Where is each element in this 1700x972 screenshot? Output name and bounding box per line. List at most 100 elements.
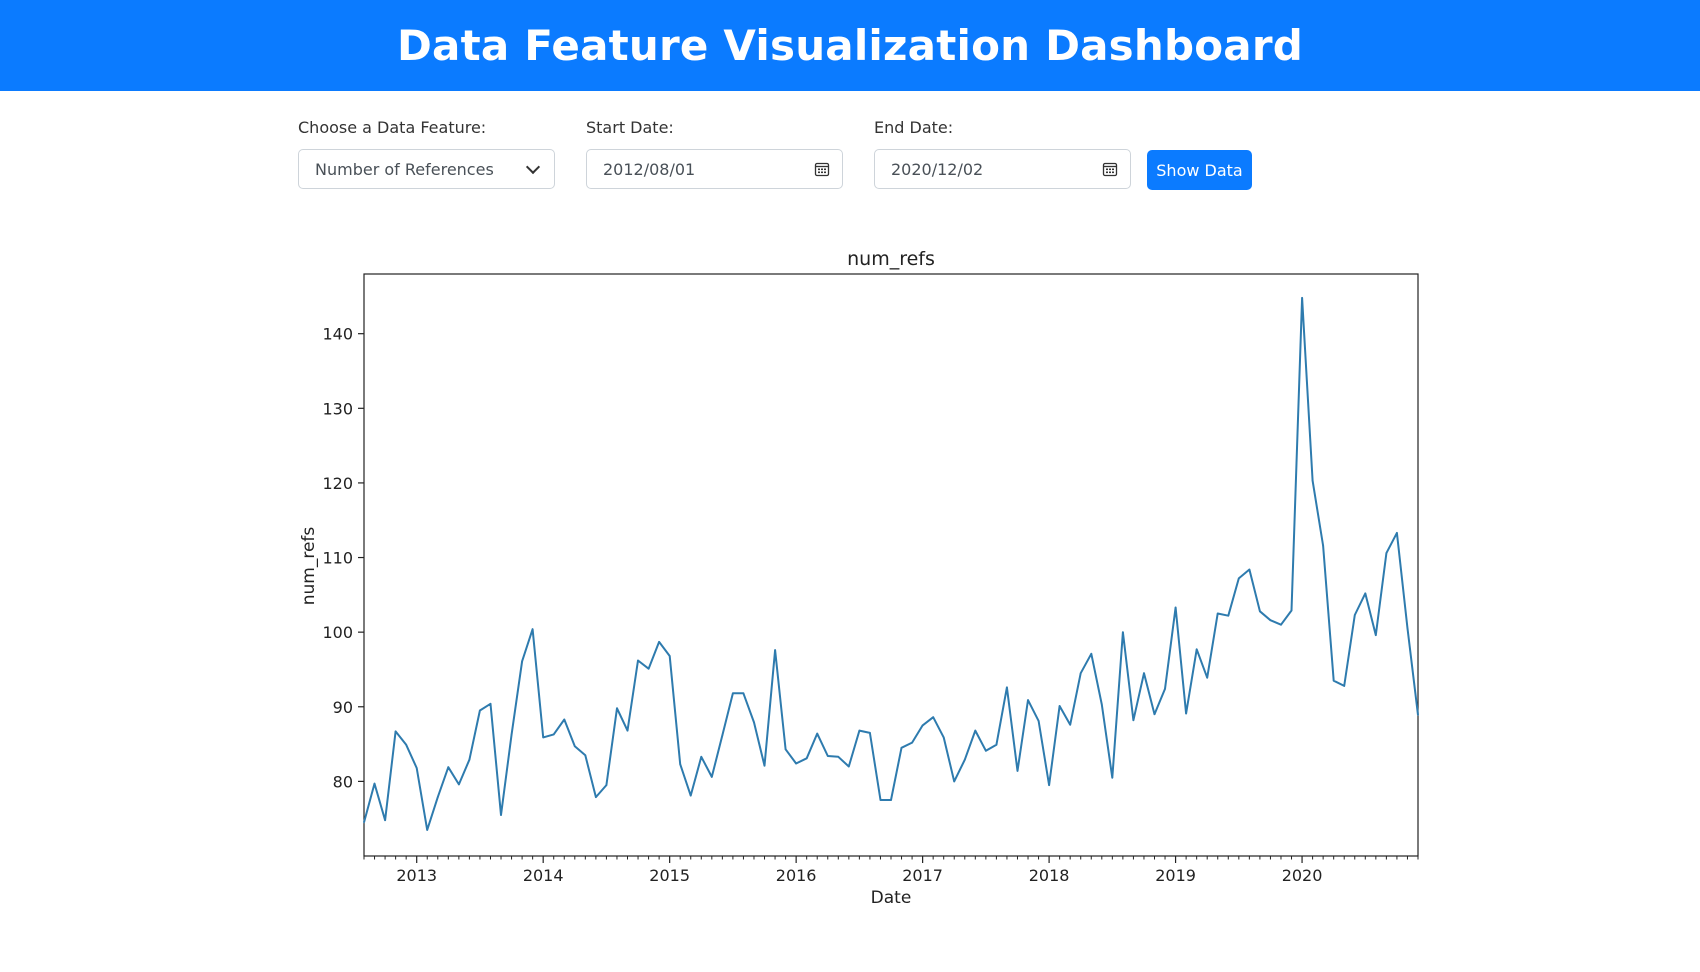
data-point [890,799,892,801]
data-point [426,829,429,831]
data-point [647,667,650,670]
data-point [542,736,544,739]
data-point [626,729,629,732]
data-point [1216,612,1219,615]
data-point [1417,714,1419,716]
data-point [869,732,871,734]
x-tick-label: 2015 [649,866,690,885]
data-point [1185,712,1187,715]
x-axis: 2013 2014 2015 2016 2017 2018 2019 2020 [363,856,1419,885]
data-point [605,784,608,786]
data-point [552,733,555,736]
data-point [700,756,703,758]
data-point [763,764,766,767]
data-point [1332,679,1335,682]
data-point [1396,532,1398,534]
data-point [1238,577,1240,580]
data-point [753,721,755,724]
data-point [1322,544,1324,547]
feature-select[interactable]: Number of References [298,149,555,189]
data-point [405,744,408,746]
end-date-input[interactable]: 2020/12/02 [874,149,1131,189]
data-point [1206,676,1208,679]
data-point [689,794,692,797]
data-point [774,649,776,651]
data-point [827,755,829,757]
x-axis-label: Date [871,888,912,908]
x-tick-label: 2018 [1029,866,1070,885]
data-point [1037,720,1040,722]
data-point [1122,631,1124,633]
feature-label: Choose a Data Feature: [298,118,487,137]
data-point [531,628,534,630]
show-data-button[interactable]: Show Data [1147,150,1252,190]
data-point [679,763,681,765]
data-point [795,762,797,765]
data-point [1143,672,1145,674]
series-line-num-refs [363,296,1419,831]
data-point [1280,623,1282,626]
data-point [1132,719,1135,721]
data-point [384,819,386,821]
data-point [995,744,998,746]
data-point [637,659,639,662]
x-tick-label: 2014 [523,866,564,885]
x-tick-label: 2017 [902,866,943,885]
data-point [911,741,913,744]
data-point [1227,614,1230,617]
feature-group: Choose a Data Feature: Number of Referen… [298,118,555,189]
data-point [1048,784,1050,786]
data-point [784,748,787,751]
start-date-label: Start Date: [586,118,674,137]
data-point [595,796,597,798]
data-point [942,736,945,739]
data-point [1153,713,1156,715]
calendar-icon[interactable] [1102,161,1118,177]
data-point [1164,688,1166,690]
data-point [1174,606,1177,609]
data-point [489,703,492,705]
data-point [953,780,955,783]
data-point [1006,686,1008,689]
data-point [563,718,566,721]
data-point [1375,634,1377,636]
data-point [394,730,397,733]
data-point [1079,672,1082,674]
data-point [1290,609,1293,612]
end-date-label: End Date: [874,118,954,137]
start-date-input[interactable]: 2012/08/01 [586,149,843,189]
y-tick-label: 130 [322,399,353,418]
y-tick-label: 100 [322,623,353,642]
data-point [900,747,903,749]
data-point [921,724,924,727]
data-point [574,745,576,748]
y-tick-label: 110 [322,549,353,568]
chart-title: num_refs [847,248,935,270]
data-point [1343,685,1345,687]
data-point [668,655,671,657]
start-date-group: Start Date: 2012/08/01 [586,118,843,189]
feature-select-value: Number of References [315,159,494,179]
x-tick-label: 2013 [396,866,437,885]
data-point [447,766,450,768]
y-tick-label: 90 [333,698,353,717]
data-point [805,757,808,760]
data-point [1354,614,1356,616]
data-point [732,692,734,695]
page-header: Data Feature Visualization Dashboard [0,0,1700,91]
data-point [500,814,502,816]
data-point [1406,627,1409,630]
end-date-group: End Date: 2020/12/02 [874,118,1131,189]
data-point [1364,592,1367,595]
page-title: Data Feature Visualization Dashboard [396,21,1304,70]
x-tick-label: 2016 [776,866,817,885]
data-point [837,756,840,758]
data-point [816,732,818,735]
data-point [964,758,966,761]
start-date-value: 2012/08/01 [603,159,696,179]
calendar-icon[interactable] [814,161,830,177]
data-point [721,734,724,736]
data-point [879,799,882,801]
data-point [711,776,713,778]
y-axis: 80 90 100 110 120 130 140 [322,325,364,791]
